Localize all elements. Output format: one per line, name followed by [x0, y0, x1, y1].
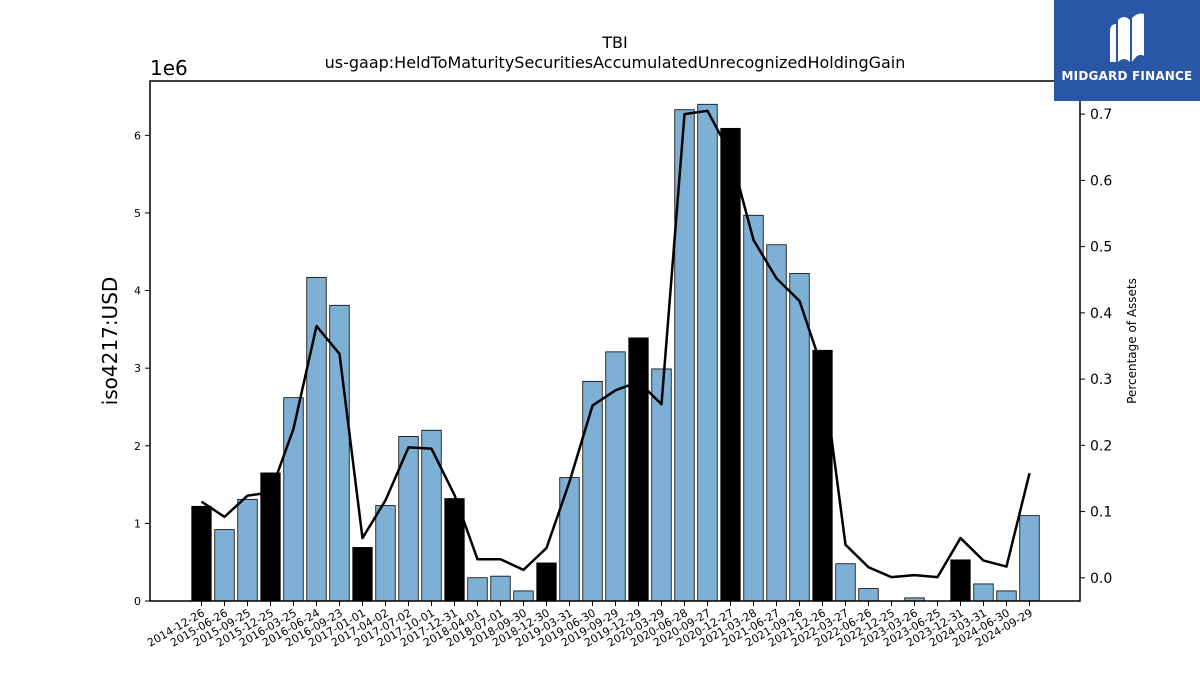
bar-2018-07-01	[490, 575, 511, 602]
y-tick-label: 1	[134, 517, 141, 530]
bar-2017-04-02	[375, 505, 396, 602]
bar-2020-12-27	[720, 127, 741, 602]
bar-2015-09-25	[237, 498, 258, 602]
y2-tick-label: 0.0	[1090, 571, 1112, 587]
chart-subtitle: us-gaap:HeldToMaturitySecuritiesAccumula…	[325, 53, 906, 72]
line-group	[200, 109, 1031, 579]
y-multiplier-label: 1e6	[150, 56, 188, 80]
bar-2017-01-01	[352, 547, 373, 602]
bar-2020-06-28	[674, 109, 695, 602]
bar-2021-03-28	[743, 214, 764, 602]
y2-tick-label: 0.4	[1090, 306, 1112, 322]
y-tick-label: 5	[134, 207, 141, 220]
y-tick-label: 4	[134, 285, 141, 298]
bar-2020-09-27	[697, 103, 718, 602]
bar-2021-12-26	[812, 349, 833, 602]
bar-2019-03-31	[559, 477, 580, 602]
bar-2024-03-31	[973, 583, 994, 602]
y2-axis: 0.0 0.1 0.2 0.3 0.4 0.5 0.6 0.7	[1080, 107, 1112, 587]
bar-2018-04-01	[467, 577, 488, 602]
midgard-finance-logo: MIDGARD FINANCE	[1054, 0, 1200, 101]
y2-tick-label: 0.5	[1090, 240, 1112, 256]
bar-2018-12-30	[536, 562, 557, 602]
chart-title: TBI	[601, 33, 627, 52]
y-tick-label: 3	[134, 362, 141, 375]
bar-2021-06-27	[766, 244, 787, 602]
logo-text: MIDGARD FINANCE	[1061, 69, 1193, 83]
bar-2024-09-29	[1019, 515, 1040, 602]
bar-2014-12-26	[191, 505, 212, 602]
bar-2019-06-30	[582, 380, 603, 602]
y2-axis-label: Percentage of Assets	[1125, 278, 1139, 404]
bar-2019-12-29	[628, 337, 649, 602]
y-tick-label: 2	[134, 440, 141, 453]
bar-2015-06-26	[214, 529, 235, 602]
y-tick-label: 6	[134, 129, 141, 142]
y2-tick-label: 0.1	[1090, 505, 1112, 521]
percentage-line	[200, 109, 1031, 579]
y-axis-label: iso4217:USD	[98, 277, 122, 406]
x-axis: 2014-12-262015-06-262015-09-252015-12-25…	[145, 601, 1035, 650]
bar-2024-06-30	[996, 590, 1017, 602]
bar-2022-03-27	[835, 563, 856, 602]
bar-2022-06-26	[858, 588, 879, 602]
bar-2018-09-30	[513, 590, 534, 602]
y-axis: 0 1 2 3 4 5 6	[134, 129, 150, 608]
y-tick-label: 0	[134, 595, 141, 608]
midgard-m-logo-icon	[1110, 13, 1144, 62]
bar-2016-09-23	[329, 304, 350, 602]
y2-tick-label: 0.7	[1090, 107, 1112, 123]
bar-2017-10-01	[421, 429, 442, 602]
y2-tick-label: 0.6	[1090, 173, 1112, 189]
bar-2023-12-31	[950, 559, 971, 602]
bar-group	[191, 103, 1040, 602]
y2-tick-label: 0.3	[1090, 372, 1112, 388]
y2-tick-label: 0.2	[1090, 438, 1112, 454]
